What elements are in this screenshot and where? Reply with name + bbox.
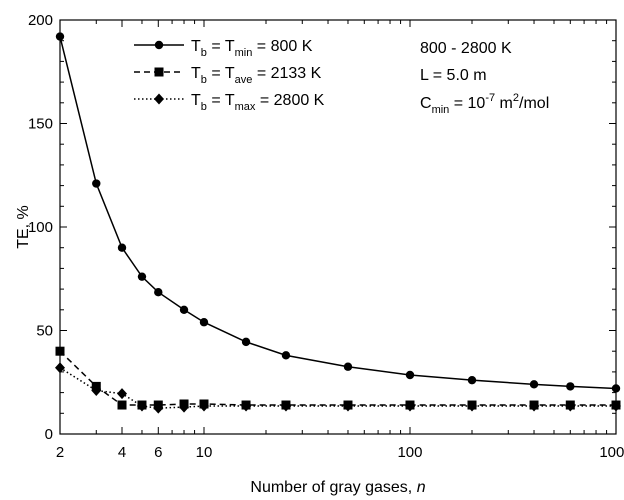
- y-tick-label: 150: [28, 116, 53, 133]
- data-point-diamond: [280, 400, 291, 412]
- series-line: [59, 36, 617, 390]
- x-tick-label: 4: [118, 444, 126, 461]
- data-point-circle: [154, 288, 163, 297]
- annotation-cmin: Cmin = 10-7 m2/mol: [420, 92, 549, 116]
- legend-label: Tb = Tmax = 2800 K: [191, 92, 325, 113]
- data-point-diamond: [404, 400, 415, 412]
- y-tick-label: 0: [45, 426, 53, 443]
- data-point-circle: [566, 382, 575, 391]
- data-point-diamond: [117, 388, 128, 400]
- legend-marker-circle: [154, 40, 164, 50]
- y-axis-label: TE, %: [15, 205, 32, 249]
- annotation-box: 800 - 2800 K L = 5.0 m Cmin = 10-7 m2/mo…: [420, 40, 549, 116]
- legend-label: Tb = Tmin = 800 K: [191, 38, 313, 59]
- data-point-circle: [241, 337, 251, 347]
- legend-label: Tb = Tave = 2133 K: [191, 65, 322, 86]
- legend-marker-square: [154, 67, 164, 77]
- data-point-diamond: [529, 400, 540, 412]
- x-tick-label: 6: [154, 444, 162, 461]
- data-point-diamond: [467, 400, 478, 412]
- data-point-circle: [199, 318, 209, 327]
- data-point-circle: [529, 380, 539, 389]
- data-point-circle: [179, 305, 189, 314]
- x-tick-label: 2: [56, 444, 64, 461]
- annotation-temperature-range: 800 - 2800 K: [420, 40, 512, 57]
- data-point-diamond: [136, 400, 147, 412]
- y-tick-label: 100: [28, 219, 53, 236]
- data-point-diamond: [565, 400, 576, 412]
- data-point-circle: [137, 272, 147, 281]
- y-tick-label: 200: [28, 12, 53, 29]
- annotation-path-length: L = 5.0 m: [420, 67, 487, 84]
- data-point-circle: [117, 243, 127, 252]
- plot-frame: [59, 19, 617, 435]
- data-point-diamond: [179, 401, 190, 413]
- data-point-circle: [343, 362, 353, 371]
- x-axis-label: Number of gray gases, n: [250, 479, 425, 496]
- series-diamond: [55, 362, 621, 414]
- data-point-diamond: [91, 385, 102, 397]
- series-circle: [55, 32, 621, 393]
- data-point-square: [117, 400, 127, 410]
- data-point-diamond: [198, 400, 209, 412]
- data-point-diamond: [153, 402, 164, 414]
- y-tick-label: 50: [36, 323, 53, 340]
- x-tick-label: 10: [196, 444, 213, 461]
- series-square: [55, 346, 621, 410]
- data-point-diamond: [342, 400, 353, 412]
- data-point-circle: [92, 179, 101, 188]
- legend-marker-diamond: [154, 93, 164, 105]
- data-point-circle: [281, 351, 291, 360]
- data-point-diamond: [241, 400, 252, 412]
- data-point-circle: [405, 370, 415, 380]
- data-point-circle: [467, 375, 477, 385]
- series-line: [59, 350, 616, 406]
- legend: Tb = Tmin = 800 K Tb = Tave = 2133 K Tb = …: [134, 38, 325, 113]
- x-tick-label: 100: [397, 444, 422, 461]
